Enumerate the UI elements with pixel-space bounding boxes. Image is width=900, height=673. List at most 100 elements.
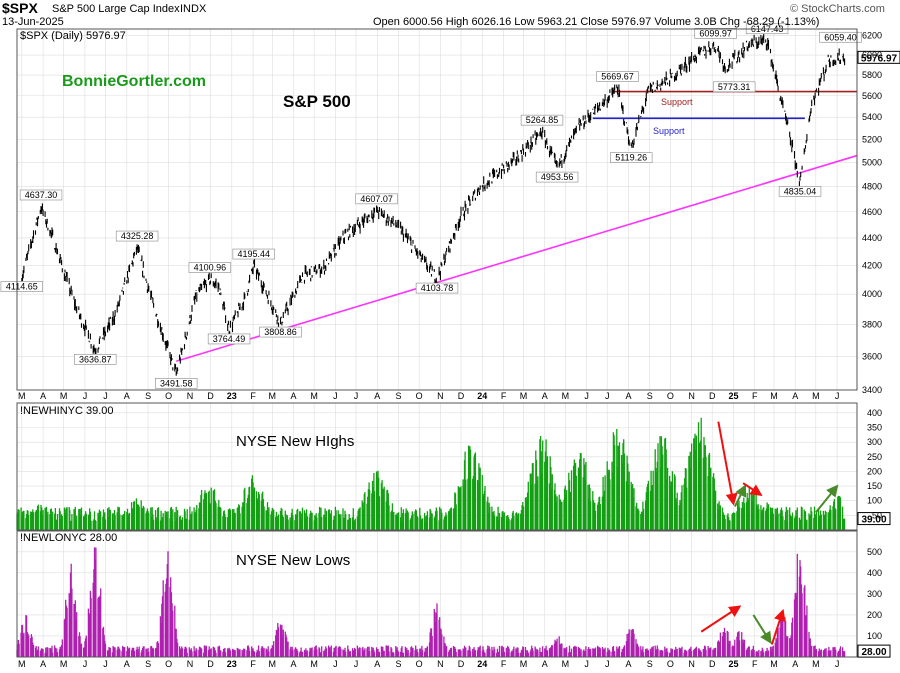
price-label-box xyxy=(115,230,159,242)
price-legend: $SPX (Daily) 5976.97 xyxy=(20,30,126,42)
last-value-box xyxy=(857,644,891,658)
y-tick-label: 300 xyxy=(867,589,882,599)
y-tick-label: 400 xyxy=(867,568,882,578)
x-tick-label: D xyxy=(709,659,716,669)
x-tick-label: A xyxy=(291,659,297,669)
x-tick-label: 24 xyxy=(477,659,487,669)
y-tick-label: 250 xyxy=(867,452,882,462)
y-tick-label: 100 xyxy=(867,496,882,506)
resistance-label: Support xyxy=(661,97,693,107)
x-tick-label: O xyxy=(667,391,674,401)
y-tick-label: 200 xyxy=(867,610,882,620)
x-tick-label: S xyxy=(145,659,151,669)
new-highs-bars: 39.00 xyxy=(16,417,891,530)
x-tick-label: D xyxy=(458,391,465,401)
x-tick-label: N xyxy=(187,391,194,401)
support-label: Support xyxy=(653,126,685,136)
price-labels: 4114.65 4637.30 3636.87 4325.28 3491.58 4100.… xyxy=(0,23,900,389)
x-tick-label: M xyxy=(770,391,778,401)
watermark: © StockCharts.com xyxy=(790,3,885,15)
price-label-box xyxy=(19,189,63,201)
price-label-box xyxy=(188,262,232,273)
y-tick-label: 300 xyxy=(867,437,882,447)
y-tick-label: 500 xyxy=(867,547,882,557)
trend-arrow xyxy=(717,421,738,506)
x-tick-label: D xyxy=(207,391,214,401)
quote-line: Open 6000.56 High 6026.16 Low 5963.21 Cl… xyxy=(373,16,820,28)
x-tick-label: A xyxy=(792,659,798,669)
price-label: 3636.87 xyxy=(79,354,112,364)
annotation-arrows xyxy=(700,421,839,645)
last-value-box xyxy=(857,50,900,64)
exchange: INDX xyxy=(180,3,207,15)
x-tick-label: M xyxy=(562,391,570,401)
x-tick-label: 24 xyxy=(477,391,487,401)
price-label: 6099.97 xyxy=(699,28,732,38)
price-label: 4100.96 xyxy=(194,262,227,272)
x-tick-label: A xyxy=(124,391,130,401)
trend-arrow xyxy=(770,608,786,645)
x-tick-label: S xyxy=(145,391,151,401)
y-tick-label: 3400 xyxy=(862,385,882,395)
price-label-box xyxy=(74,353,117,365)
axes: M M A A M M J J J J A A S S O O N N D D 23 23 F F M M A A M M J J J J A A S S… xyxy=(18,31,882,669)
x-tick-label: J xyxy=(605,391,610,401)
y-tick-label: 6000 xyxy=(862,50,882,60)
x-tick-label: M xyxy=(18,391,26,401)
x-tick-label: J xyxy=(835,659,840,669)
trend-arrow xyxy=(752,614,772,644)
y-tick-label: 5000 xyxy=(862,158,882,168)
price-label-box xyxy=(232,248,275,260)
x-tick-label: J xyxy=(584,391,589,401)
x-tick-label: S xyxy=(396,391,402,401)
x-tick-label: 23 xyxy=(227,391,237,401)
price-label-box xyxy=(415,282,459,294)
price-label: 4953.56 xyxy=(541,172,574,182)
price-label-box xyxy=(355,193,398,205)
x-tick-label: N xyxy=(688,659,695,669)
price-label-box xyxy=(0,281,44,292)
x-tick-label: M xyxy=(18,659,26,669)
last-value: 5976.97 xyxy=(861,53,898,64)
trend-arrow xyxy=(742,482,763,496)
x-tick-label: 25 xyxy=(728,659,738,669)
price-label: 5264.85 xyxy=(526,115,559,125)
y-tick-label: 5800 xyxy=(862,70,882,80)
x-tick-label: J xyxy=(333,391,338,401)
price-series xyxy=(21,32,846,376)
x-tick-label: S xyxy=(647,391,653,401)
price-label-box xyxy=(259,326,302,338)
price-label-box xyxy=(520,114,564,126)
x-tick-label: J xyxy=(584,659,589,669)
highs-title: NYSE New HIghs xyxy=(236,433,355,450)
x-tick-label: O xyxy=(165,391,172,401)
x-tick-label: A xyxy=(374,659,380,669)
trend-arrow xyxy=(815,484,839,514)
x-tick-label: F xyxy=(752,391,758,401)
x-tick-label: A xyxy=(124,659,130,669)
price-label-box xyxy=(610,152,653,163)
y-tick-label: 100 xyxy=(867,631,882,641)
x-tick-label: 25 xyxy=(728,391,738,401)
x-tick-label: J xyxy=(83,391,88,401)
price-label-box xyxy=(778,186,822,197)
x-tick-label: M xyxy=(269,659,277,669)
y-tick-label: 6200 xyxy=(862,31,882,41)
y-tick-label: 5600 xyxy=(862,91,882,101)
chart-date: 13-Jun-2025 xyxy=(2,16,64,28)
x-tick-label: N xyxy=(437,391,444,401)
x-tick-label: M xyxy=(520,391,528,401)
y-tick-label: 50 xyxy=(872,510,882,520)
y-tick-label: 4600 xyxy=(862,207,882,217)
panel-frame xyxy=(16,402,858,531)
x-tick-label: D xyxy=(709,391,716,401)
lows-bars xyxy=(16,547,846,657)
x-tick-label: J xyxy=(103,659,108,669)
x-tick-label: F xyxy=(250,391,256,401)
x-tick-label: M xyxy=(812,659,820,669)
price-label: 5773.31 xyxy=(718,82,751,92)
x-tick-label: N xyxy=(688,391,695,401)
lows-legend: !NEWLONYC 28.00 xyxy=(20,532,118,544)
x-tick-label: N xyxy=(437,659,444,669)
